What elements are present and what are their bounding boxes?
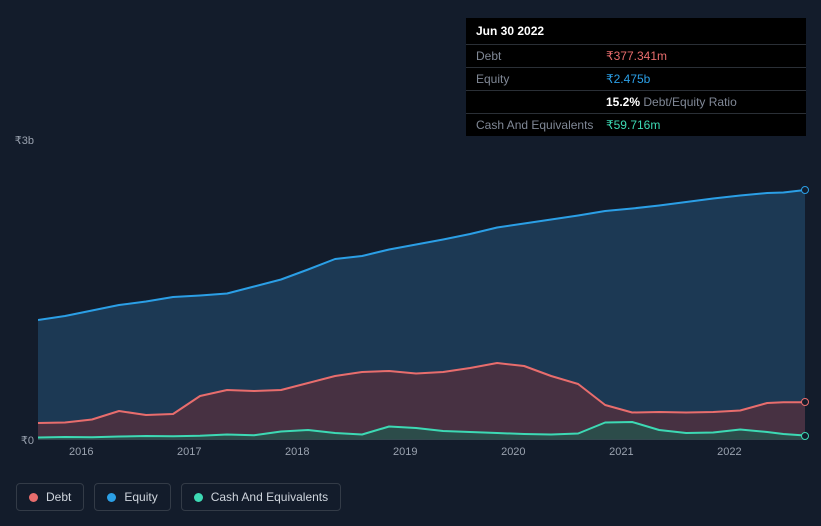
end-marker-equity (801, 186, 809, 194)
legend-item-equity[interactable]: Equity (94, 483, 170, 511)
x-tick-label: 2022 (717, 446, 741, 458)
tooltip-label: Equity (476, 72, 606, 86)
tooltip-row-equity: Equity ₹2.475b (466, 68, 806, 91)
chart-container: Jun 30 2022 Debt ₹377.341m Equity ₹2.475… (0, 0, 821, 526)
chart-svg (38, 140, 805, 440)
legend-dot-icon (29, 493, 38, 502)
tooltip-title: Jun 30 2022 (466, 18, 806, 45)
legend: Debt Equity Cash And Equivalents (16, 483, 341, 511)
x-tick-label: 2017 (177, 446, 201, 458)
tooltip-label: Debt (476, 49, 606, 63)
x-tick-label: 2019 (393, 446, 417, 458)
tooltip-value-cash: ₹59.716m (606, 118, 796, 132)
tooltip-value-ratio: 15.2% Debt/Equity Ratio (606, 95, 796, 109)
legend-dot-icon (107, 493, 116, 502)
tooltip-row-debt: Debt ₹377.341m (466, 45, 806, 68)
legend-label: Equity (124, 490, 157, 504)
x-tick-label: 2016 (69, 446, 93, 458)
legend-item-debt[interactable]: Debt (16, 483, 84, 511)
tooltip-value-debt: ₹377.341m (606, 49, 796, 63)
x-tick-label: 2018 (285, 446, 309, 458)
tooltip-box: Jun 30 2022 Debt ₹377.341m Equity ₹2.475… (466, 18, 806, 136)
y-tick-label: ₹0 (4, 434, 34, 447)
tooltip-row-ratio: 15.2% Debt/Equity Ratio (466, 91, 806, 114)
legend-dot-icon (194, 493, 203, 502)
chart-plot-area[interactable] (38, 140, 805, 440)
tooltip-label (476, 95, 606, 109)
tooltip-label: Cash And Equivalents (476, 118, 606, 132)
x-tick-label: 2020 (501, 446, 525, 458)
end-marker-cash (801, 432, 809, 440)
tooltip-value-equity: ₹2.475b (606, 72, 796, 86)
x-tick-label: 2021 (609, 446, 633, 458)
x-axis: 2016 2017 2018 2019 2020 2021 2022 (38, 446, 805, 466)
tooltip-row-cash: Cash And Equivalents ₹59.716m (466, 114, 806, 136)
legend-label: Cash And Equivalents (211, 490, 328, 504)
legend-label: Debt (46, 490, 71, 504)
end-marker-debt (801, 398, 809, 406)
y-tick-label: ₹3b (4, 134, 34, 147)
legend-item-cash[interactable]: Cash And Equivalents (181, 483, 341, 511)
